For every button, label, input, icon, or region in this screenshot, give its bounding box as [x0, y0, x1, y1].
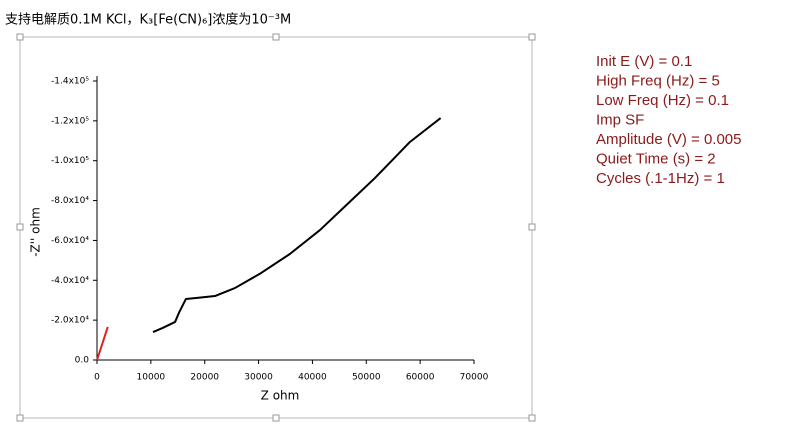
handle: [16, 414, 24, 422]
y-tick-label: -1.0x10⁵: [51, 156, 89, 166]
x-tick-label: 40000: [298, 373, 327, 383]
y-axis-label: -Z'' ohm: [29, 207, 43, 257]
x-tick-label: 60000: [406, 373, 435, 383]
parameters: Init E (V) = 0.1 High Freq (Hz) = 5 Low Fr…: [596, 53, 742, 187]
handle: [528, 223, 536, 231]
parameter: Amplitude (V) = 0.005: [596, 131, 742, 148]
x-tick-label: 20000: [190, 373, 219, 383]
parameter: Init E (V) = 0.1: [596, 53, 692, 70]
y-tick-label: -1.4x10⁵: [51, 77, 89, 87]
x-axis-label: Z ohm: [261, 389, 300, 403]
x-tick-label: 50000: [352, 373, 381, 383]
parameter: Imp SF: [596, 111, 644, 128]
data-line: [96, 326, 109, 361]
handle: [272, 414, 280, 422]
y-tick-label: -1.2x10⁵: [51, 116, 89, 126]
y-tick-label: -6.0x10⁴: [51, 236, 89, 246]
y-tick-label: 0.0: [75, 356, 90, 366]
x-tick-label: 10000: [137, 373, 166, 383]
x-tick-label: 30000: [244, 373, 273, 383]
x-tick-label: 70000: [460, 373, 489, 383]
handle: [16, 223, 24, 231]
handle: [272, 33, 280, 41]
data-line: [152, 117, 442, 334]
parameter: Quiet Time (s) = 2: [596, 150, 716, 167]
parameter: Low Freq (Hz) = 0.1: [596, 92, 729, 109]
parameter: Cycles (.1-1Hz) = 1: [596, 170, 725, 187]
parameter: High Freq (Hz) = 5: [596, 72, 720, 89]
y-tick-label: -4.0x10⁴: [51, 276, 89, 286]
x-tick-label: 0: [94, 373, 100, 383]
y-tick-label: -2.0x10⁴: [51, 316, 89, 326]
handle: [528, 33, 536, 41]
handle: [16, 33, 24, 41]
selection-frame: [16, 33, 536, 422]
doc-title: 支持电解质0.1M KCl，K₃[Fe(CN)₆]浓度为10⁻³M: [5, 12, 291, 28]
handle: [528, 414, 536, 422]
y-tick-label: -8.0x10⁴: [51, 196, 89, 206]
